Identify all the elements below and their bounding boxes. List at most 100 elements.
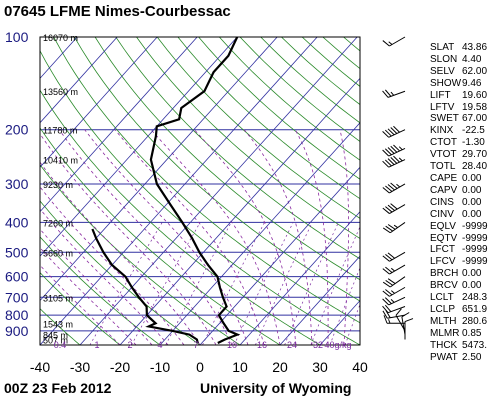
wind-barb-feather [382, 130, 390, 138]
index-row: THCK 5473. [430, 340, 488, 352]
wind-barb [382, 264, 406, 275]
index-name: MLTH [430, 315, 457, 327]
temperature-tick-label: -40 [30, 359, 50, 375]
index-row: LFCV -9999 [430, 256, 488, 268]
index-value: 5473. [462, 339, 488, 351]
mixing-ratio-label: 0.4 [54, 340, 67, 350]
dry-adiabat-line [40, 127, 281, 345]
wind-barb-feather [385, 266, 393, 273]
index-value: 0.00 [462, 172, 482, 184]
index-row: LIFT 19.60 [430, 90, 488, 102]
wind-barb-feather [393, 125, 400, 133]
index-name: SLON [430, 53, 458, 65]
index-name: SELV [430, 65, 455, 77]
wind-barb [382, 276, 406, 288]
index-row: CTOT -1.30 [430, 137, 488, 149]
index-value: 0.00 [462, 280, 482, 292]
index-row: VTOT 29.70 [430, 149, 488, 161]
temperature-tick-label: -20 [110, 359, 130, 375]
temperature-tick-label: 10 [232, 359, 248, 375]
index-value: 0.00 [462, 208, 482, 220]
stability-indices: SLAT 43.86 SLON 4.40 SELV 62.00 SHOW 9.46 LIFT 19… [430, 42, 488, 363]
wind-barb-feather [384, 297, 392, 304]
mixing-ratio-line [329, 266, 360, 345]
index-name: EQLV [430, 220, 456, 232]
index-row: CAPE 0.00 [430, 173, 488, 185]
isotherm-line [40, 37, 238, 257]
chart-title: 07645 LFME Nimes-Courbessac [4, 3, 231, 20]
index-name: SWET [430, 113, 459, 125]
index-value: 248.3 [462, 292, 488, 304]
wind-barb-feather [382, 160, 390, 168]
isotherms [40, 37, 360, 345]
dry-adiabat-line [40, 200, 201, 345]
wind-barb-feather [382, 187, 390, 194]
wind-barb-half-feather [388, 319, 391, 324]
wind-barb-feather [382, 40, 390, 47]
dry-adiabat-line [40, 89, 321, 345]
dry-adiabat-line [115, 37, 360, 260]
index-name: LFCT [430, 244, 455, 256]
index-row: LFTV 19.58 [430, 102, 488, 114]
index-value: 67.00 [462, 113, 488, 125]
dry-adiabat-line [40, 272, 121, 345]
index-row: LFCT -9999 [430, 244, 488, 256]
mixing-ratio-line [310, 225, 360, 345]
wind-barb-feather [387, 128, 395, 136]
index-value: 43.86 [462, 42, 488, 53]
wind-barb [382, 203, 406, 215]
index-value: -9999 [462, 232, 488, 244]
index-row: PWAT 2.50 [430, 352, 488, 364]
wind-barb-feather [382, 207, 390, 214]
wind-barb-feather [382, 290, 390, 297]
wind-barb-feather [384, 148, 392, 156]
moist-adiabat-line [114, 129, 265, 345]
wind-barb [382, 144, 406, 157]
index-value: 2.50 [462, 351, 482, 363]
wind-barb-half-feather [398, 157, 403, 162]
wind-barb-feather [382, 227, 391, 234]
wind-barb-feather [390, 157, 398, 164]
index-row: EQLV -9999 [430, 221, 488, 233]
isotherm-line [40, 37, 118, 124]
index-row: LCLP 651.9 [430, 304, 488, 316]
wind-barb-feather [387, 158, 395, 165]
wind-barb-feather [385, 185, 393, 192]
height-label: 9230 m [43, 180, 73, 190]
index-value: 0.00 [462, 196, 482, 208]
wind-barb [382, 155, 406, 168]
height-label: 11780 m [43, 126, 77, 136]
wind-barb-feather [387, 252, 395, 259]
moist-adiabat-line [194, 129, 297, 345]
temperature-tick-label: 0 [196, 359, 204, 375]
mixing-ratio-label: 1 [94, 340, 99, 350]
wind-barb-feather [382, 255, 390, 262]
wind-barb [382, 310, 406, 319]
wind-barb-feather [384, 159, 392, 167]
wind-barb-feather [382, 268, 390, 275]
wind-barb-half-feather [393, 224, 398, 229]
wind-barb-feather [385, 289, 393, 296]
mixing-ratio-label: 16 [257, 340, 267, 350]
index-value: 0.85 [462, 327, 482, 339]
wind-barb-feather [385, 206, 393, 213]
wind-barb-feather [387, 147, 395, 154]
index-name: LCLP [430, 303, 456, 315]
wind-barb-feather [390, 203, 398, 210]
index-name: CTOT [430, 137, 458, 149]
index-name: PWAT [430, 351, 458, 363]
height-label: 10410 m [43, 156, 78, 166]
index-row: KINX -22.5 [430, 125, 488, 137]
moist-adiabat-line [84, 129, 249, 345]
dry-adiabat-line [94, 37, 360, 281]
wind-barb-feather [385, 253, 393, 261]
isotherm-line [40, 37, 158, 168]
wind-barb-feather [382, 90, 389, 98]
isotherm-line [40, 37, 198, 213]
dry-adiabat-line [198, 37, 360, 180]
mixing-ratio-line [284, 222, 339, 345]
index-name: THCK [430, 339, 458, 351]
index-value: 28.40 [462, 161, 488, 173]
index-row: SHOW 9.46 [430, 78, 488, 90]
